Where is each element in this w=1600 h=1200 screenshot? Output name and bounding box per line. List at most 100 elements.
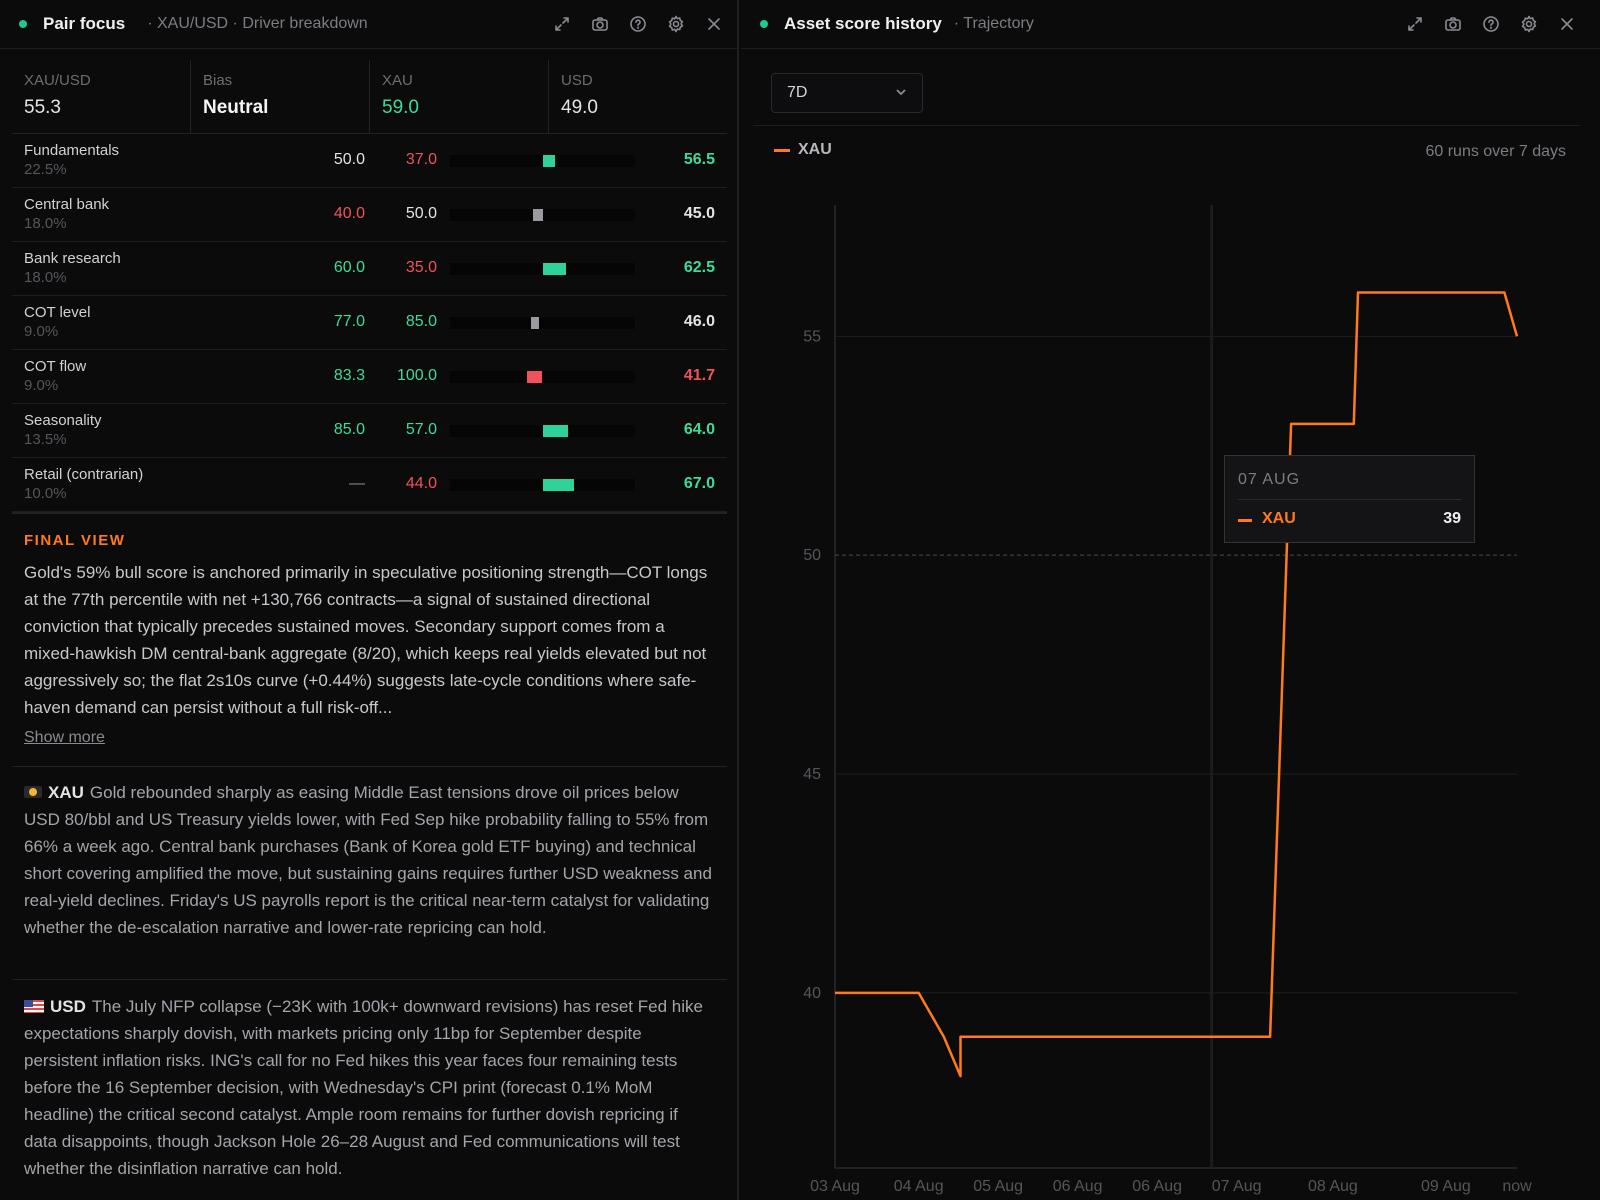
driver-score-fill [533,209,543,221]
quote-score-label: USD [561,72,593,89]
tooltip-swatch [1238,519,1252,522]
help-icon[interactable] [627,13,649,35]
driver-weight: 10.0% [24,485,67,502]
driver-name: Bank research [24,250,121,267]
panel-title: Asset score history [784,14,942,33]
driver-score-bar [450,263,635,275]
runs-note: 60 runs over 7 days [1425,143,1566,160]
divider [753,125,1580,126]
driver-quote-value: 85.0 [405,313,437,330]
driver-quote-value: 35.0 [405,259,437,276]
driver-score-bar [450,155,635,167]
tooltip-date: 07 AUG [1238,471,1301,488]
close-icon[interactable] [1556,13,1578,35]
time-range-select[interactable]: 7D [771,73,923,113]
settings-icon[interactable] [665,13,687,35]
x-tick-label: 06 Aug [1053,1178,1103,1195]
final-view: FINAL VIEW Gold's 59% bull score is anch… [12,512,727,747]
pair-focus-header: Pair focus · XAU/USD · Driver breakdown [0,0,737,49]
panel-subtitle: · XAU/USD · Driver breakdown [147,15,368,32]
driver-score-bar [450,317,635,329]
expand-icon[interactable] [1404,13,1426,35]
driver-quote-value: 44.0 [405,475,437,492]
divider [12,979,727,980]
x-tick-label: 06 Aug [1132,1178,1182,1195]
driver-score-bar [450,479,635,491]
driver-name: COT flow [24,358,87,375]
xau-note-asset: XAU [48,783,84,802]
driver-score-fill [542,479,574,491]
header-actions [1404,13,1578,35]
camera-icon[interactable] [589,13,611,35]
score-history-header: Asset score history · Trajectory [741,0,1600,49]
xau-series-line [835,291,1519,1078]
settings-icon[interactable] [1518,13,1540,35]
expand-icon[interactable] [551,13,573,35]
driver-weight: 9.0% [24,377,59,394]
driver-base-value: 40.0 [333,205,365,222]
driver-score-fill [542,155,555,167]
help-icon[interactable] [1480,13,1502,35]
driver-row: Retail (contrarian) 10.0% — 44.0 67.0 [12,458,727,512]
driver-net-score: 67.0 [683,475,715,492]
x-tick-label: 07 Aug [1212,1178,1262,1195]
y-tick-label: 45 [803,766,821,783]
driver-name: Seasonality [24,412,102,429]
final-view-title: FINAL VIEW [24,532,126,549]
driver-row: COT flow 9.0% 83.3 100.0 41.7 [12,350,727,404]
x-tick-label: 03 Aug [810,1178,860,1195]
driver-base-value: 77.0 [333,313,365,330]
driver-row: Central bank 18.0% 40.0 50.0 45.0 [12,188,727,242]
driver-row: COT level 9.0% 77.0 85.0 46.0 [12,296,727,350]
y-tick-label: 50 [803,547,821,564]
bias-value: Neutral [203,97,269,118]
driver-net-score: 56.5 [683,151,715,168]
driver-score-fill [531,317,540,329]
base-score-label: XAU [382,72,413,89]
score-history-chart[interactable]: 40 45 50 55 03 Aug 04 Aug 05 Aug 06 Aug 06 Aug 07… [741,0,1600,1200]
driver-score-bar [450,371,635,383]
pair-score-value: 55.3 [24,97,61,118]
asset-score-history-panel: Asset score history · Trajectory 7D XAU … [741,0,1600,1200]
close-icon[interactable] [703,13,725,35]
tooltip-divider [1238,499,1461,500]
x-tick-label: 08 Aug [1308,1178,1358,1195]
x-tick-label: 09 Aug [1421,1178,1471,1195]
final-view-text: Gold's 59% bull score is anchored primar… [24,563,708,717]
bias-label: Bias [203,72,233,89]
driver-table: Fundamentals 22.5% 50.0 37.0 56.5 Central… [12,134,727,512]
driver-row: Bank research 18.0% 60.0 35.0 62.5 [12,242,727,296]
x-tick-label: 04 Aug [894,1178,944,1195]
camera-icon[interactable] [1442,13,1464,35]
driver-name: Retail (contrarian) [24,466,144,483]
panel-subtitle: · Trajectory [953,15,1034,32]
quote-score-value: 49.0 [561,97,598,118]
status-dot [19,20,27,28]
driver-row: Fundamentals 22.5% 50.0 37.0 56.5 [12,134,727,188]
usd-note: USD The July NFP collapse (−23K with 100k… [12,993,727,1182]
gold-icon [24,786,42,798]
status-dot [760,20,768,28]
chart-tooltip: 07 AUG XAU 39 [1224,455,1475,543]
driver-quote-value: 50.0 [405,205,437,222]
legend-swatch [774,148,790,152]
driver-net-score: 64.0 [683,421,715,438]
driver-name: Fundamentals [24,142,120,159]
driver-net-score: 41.7 [683,367,715,384]
driver-score-bar [450,425,635,437]
base-score-value: 59.0 [382,97,419,118]
y-tick-label: 40 [803,985,821,1002]
show-more-link[interactable]: Show more [24,729,105,746]
usd-note-text: The July NFP collapse (−23K with 100k+ d… [24,997,703,1178]
driver-net-score: 62.5 [683,259,715,276]
divider [12,766,727,767]
driver-base-value: 50.0 [333,151,365,168]
driver-net-score: 45.0 [683,205,715,222]
driver-score-fill [527,371,543,383]
driver-quote-value: 100.0 [396,367,437,384]
header-actions [551,13,725,35]
driver-net-score: 46.0 [683,313,715,330]
y-tick-label: 55 [803,328,821,345]
driver-row: Seasonality 13.5% 85.0 57.0 64.0 [12,404,727,458]
driver-weight: 13.5% [24,431,67,448]
